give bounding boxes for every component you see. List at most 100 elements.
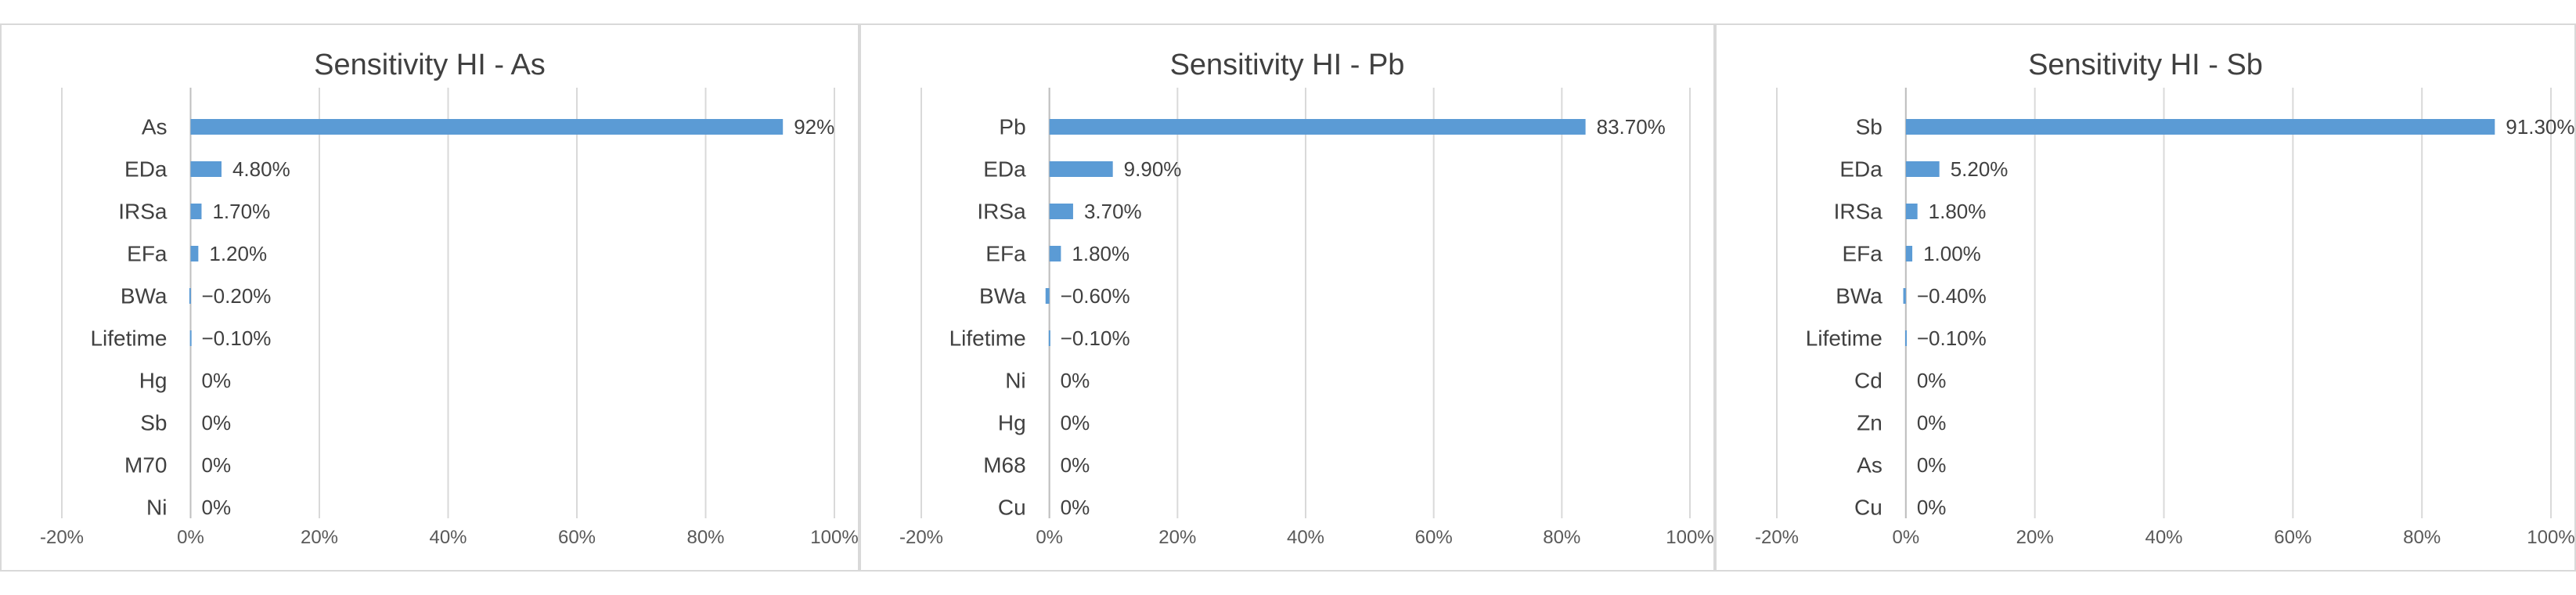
category-label: Lifetime	[1806, 326, 1882, 351]
chart-plot: -20% 0% 20% 40% 60% 80% 100% As 92% EDa 4.80% IRSa 1…	[40, 88, 859, 548]
bar	[1905, 204, 1918, 219]
bar	[1049, 204, 1073, 219]
x-tick-label: -20%	[1755, 527, 1799, 548]
bar	[190, 119, 784, 135]
x-tick-label: 100%	[810, 527, 858, 548]
category-label: EDa	[1839, 157, 1882, 182]
category-label: Hg	[998, 411, 1026, 435]
value-label: 92%	[794, 115, 834, 139]
x-tick-label: 80%	[2403, 527, 2441, 548]
category-label: IRSa	[977, 200, 1026, 224]
value-label: 0%	[1917, 453, 1947, 477]
value-label: 0%	[1061, 496, 1090, 519]
category-label: Lifetime	[949, 326, 1026, 351]
value-label: 0%	[202, 411, 232, 435]
x-tick-label: 0%	[1036, 527, 1063, 548]
value-label: 0%	[1061, 369, 1090, 392]
category-label: BWa	[1836, 284, 1882, 308]
chart-title: Sensitivity HI - Pb	[1169, 49, 1405, 81]
category-label: Sb	[140, 411, 167, 435]
bar	[1049, 161, 1113, 177]
x-tick-label: 0%	[1892, 527, 1919, 548]
x-tick-label: -20%	[40, 527, 84, 548]
bar	[1903, 288, 1906, 304]
category-label: As	[142, 115, 168, 139]
x-tick-label: 100%	[1666, 527, 1713, 548]
category-label: Hg	[139, 369, 168, 393]
value-label: 1.80%	[1072, 242, 1129, 265]
bar	[1045, 288, 1050, 304]
bar	[1048, 330, 1050, 346]
x-tick-label: 60%	[1415, 527, 1453, 548]
category-label: EFa	[1842, 242, 1882, 266]
value-label: 1.00%	[1923, 242, 1981, 265]
value-label: 0%	[1061, 411, 1090, 435]
value-label: 0%	[1917, 411, 1947, 435]
value-label: 0%	[202, 369, 232, 392]
chart-title: Sensitivity HI - Sb	[2028, 49, 2263, 81]
category-label: As	[1857, 453, 1882, 478]
category-label: BWa	[121, 284, 168, 308]
value-label: −0.10%	[202, 326, 272, 350]
x-tick-label: 20%	[1158, 527, 1196, 548]
chart-plot: -20% 0% 20% 40% 60% 80% 100% Pb 83.70% EDa 9.90% IR…	[899, 88, 1714, 548]
category-label: IRSa	[118, 200, 168, 224]
bar	[1049, 246, 1061, 261]
value-label: 1.70%	[212, 200, 270, 223]
value-label: −0.20%	[202, 284, 272, 308]
category-label: EFa	[985, 242, 1026, 266]
value-label: −0.40%	[1917, 284, 1987, 308]
chart-title: Sensitivity HI - As	[314, 49, 546, 81]
bar	[190, 204, 202, 219]
category-label: Zn	[1857, 411, 1882, 435]
value-label: 1.20%	[209, 242, 267, 265]
bar	[189, 288, 191, 304]
value-label: 9.90%	[1124, 157, 1182, 181]
value-label: 83.70%	[1597, 115, 1666, 139]
category-label: BWa	[979, 284, 1026, 308]
value-label: −0.10%	[1917, 326, 1987, 350]
category-label: Cu	[998, 496, 1026, 520]
category-label: Pb	[999, 115, 1025, 139]
value-label: 5.20%	[1951, 157, 2009, 181]
category-label: IRSa	[1834, 200, 1883, 224]
category-label: EDa	[124, 157, 168, 182]
category-label: Cd	[1854, 369, 1882, 393]
value-label: 0%	[1917, 369, 1947, 392]
x-tick-label: 60%	[2274, 527, 2311, 548]
bar	[1905, 330, 1908, 346]
x-tick-label: 40%	[2145, 527, 2182, 548]
category-label: Sb	[1856, 115, 1882, 139]
category-label: M70	[124, 453, 167, 478]
x-tick-label: -20%	[899, 527, 943, 548]
x-tick-label: 40%	[1287, 527, 1324, 548]
x-tick-label: 100%	[2527, 527, 2574, 548]
value-label: −0.10%	[1061, 326, 1130, 350]
value-label: 1.80%	[1929, 200, 1987, 223]
bar	[1049, 119, 1586, 135]
chart-panel: Sensitivity HI - Sb -20% 0% 20% 40% 60% 80% 100…	[1715, 23, 2576, 572]
value-label: 0%	[202, 453, 232, 477]
x-tick-label: 0%	[177, 527, 204, 548]
value-label: 0%	[202, 496, 232, 519]
bar	[189, 330, 192, 346]
bar	[1905, 119, 2495, 135]
category-label: M68	[983, 453, 1025, 478]
x-tick-label: 60%	[558, 527, 596, 548]
bar	[1905, 246, 1913, 261]
value-label: 0%	[1061, 453, 1090, 477]
chart-panel: Sensitivity HI - As -20% 0% 20% 40% 60% 80% 100…	[0, 23, 859, 572]
category-label: Cu	[1854, 496, 1882, 520]
bar	[190, 246, 199, 261]
category-label: EDa	[983, 157, 1026, 182]
x-tick-label: 80%	[686, 527, 724, 548]
value-label: 4.80%	[232, 157, 290, 181]
value-label: −0.60%	[1061, 284, 1130, 308]
category-label: EFa	[127, 242, 168, 266]
category-label: Ni	[1005, 369, 1025, 393]
value-label: 0%	[1917, 496, 1947, 519]
x-tick-label: 20%	[2016, 527, 2054, 548]
x-tick-label: 40%	[429, 527, 467, 548]
x-tick-label: 20%	[301, 527, 338, 548]
